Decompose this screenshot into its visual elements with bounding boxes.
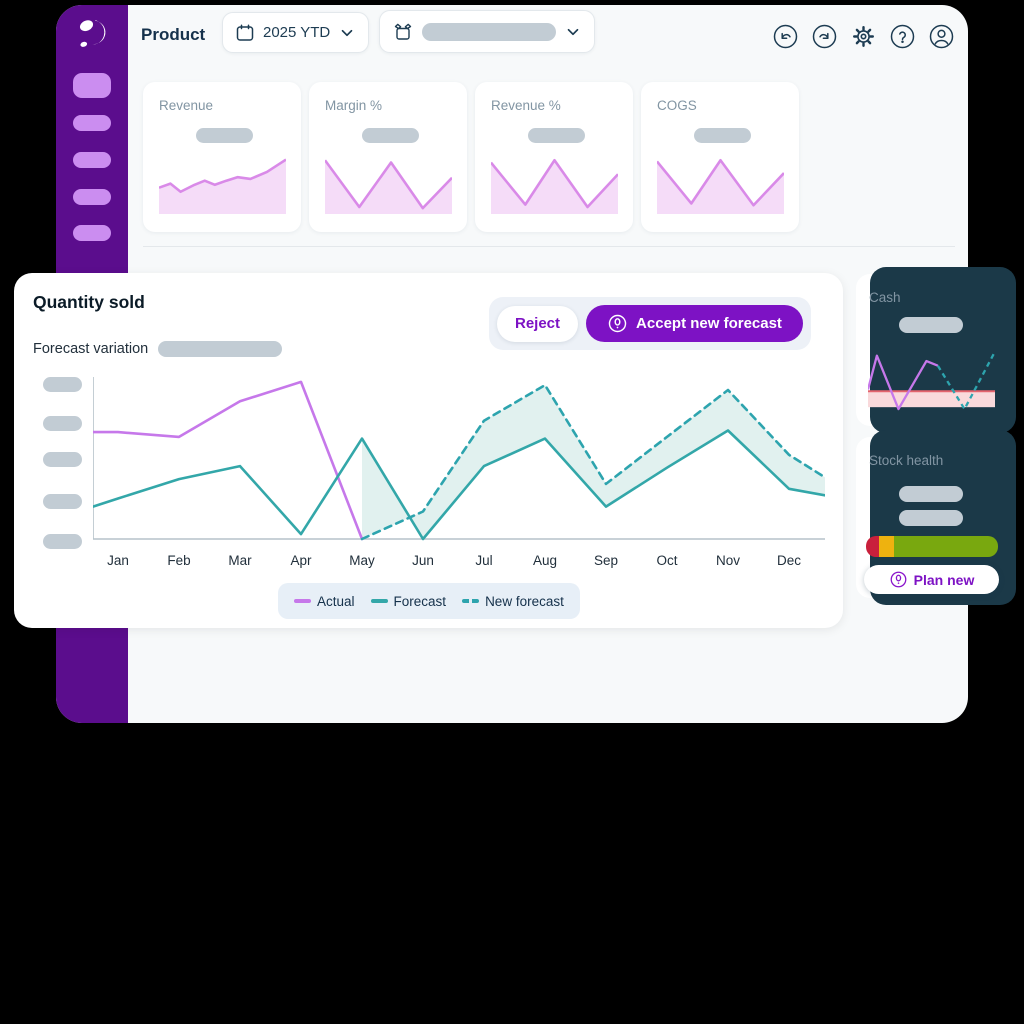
month-label: Dec	[776, 553, 801, 568]
legend-item-forecast: Forecast	[370, 593, 447, 609]
legend-item-actual: Actual	[294, 594, 355, 609]
kpi-title: Revenue	[159, 98, 214, 113]
page-title: Product	[141, 25, 206, 44]
accept-new-forecast-button[interactable]: Accept new forecast	[586, 305, 803, 342]
cash-card: Cash	[856, 267, 1016, 433]
stock-health-card: Stock health Plan new	[856, 430, 1016, 605]
sidebar-nav-item[interactable]	[73, 115, 111, 131]
stock-segment-critical	[866, 536, 880, 557]
month-label: Feb	[167, 553, 191, 568]
month-label: Aug	[532, 553, 558, 568]
y-tick-placeholder	[43, 534, 82, 549]
kpi-value-placeholder	[694, 128, 751, 143]
kpi-card-revenue: Revenue	[143, 82, 301, 232]
legend-item-new-forecast: New forecast	[462, 594, 564, 609]
kpi-card-margin: Margin %	[309, 82, 467, 232]
actual-swatch	[294, 599, 311, 603]
stock-segment-healthy	[893, 536, 998, 557]
cash-sparkline	[868, 344, 995, 411]
redo-icon[interactable]	[812, 24, 837, 49]
quantity-sold-chart	[93, 377, 825, 541]
reject-button[interactable]: Reject	[497, 305, 578, 342]
month-label: Jun	[412, 553, 434, 568]
kpi-value-placeholder	[362, 128, 419, 143]
plan-new-label: Plan new	[913, 571, 975, 588]
month-label: Oct	[656, 553, 678, 568]
month-label: May	[349, 553, 375, 568]
kpi-card-revenue-pct: Revenue %	[475, 82, 633, 232]
chevron-down-icon	[567, 28, 579, 35]
calendar-icon	[236, 23, 254, 41]
plan-new-button[interactable]: Plan new	[864, 565, 999, 594]
kpi-title: Margin %	[325, 98, 383, 113]
kpi-value-placeholder	[528, 128, 585, 143]
profile-icon[interactable]	[929, 24, 954, 49]
y-tick-placeholder	[43, 416, 82, 431]
y-tick-placeholder	[43, 452, 82, 467]
stock-health-bar	[866, 536, 998, 557]
legend-label: Actual	[317, 593, 355, 609]
stock-placeholder-2	[899, 510, 963, 526]
y-tick-placeholder	[43, 494, 82, 509]
cogs-sparkline	[657, 152, 784, 214]
forecast-variation-label: Forecast variation	[33, 341, 149, 357]
month-label: Sep	[593, 553, 619, 568]
sidebar-nav-item[interactable]	[73, 225, 111, 241]
stock-health-title: Stock health	[869, 453, 944, 468]
legend-label: New forecast	[485, 593, 564, 609]
product-select-placeholder	[422, 22, 556, 41]
stock-segment-warning	[879, 536, 894, 557]
forecast-swatch	[370, 599, 388, 603]
kpi-value-placeholder	[196, 128, 253, 143]
brand-logo-icon	[79, 20, 106, 47]
kpi-row: Revenue Margin % Revenue % COGS	[143, 82, 799, 232]
toolbar	[773, 24, 954, 49]
month-label: Mar	[228, 553, 252, 568]
month-label: Nov	[715, 553, 740, 568]
quantity-sold-panel: Quantity sold Forecast variation Reject …	[9, 271, 843, 633]
chart-legend: Actual Forecast New forecast	[278, 583, 580, 619]
margin-sparkline	[325, 152, 452, 214]
revenue-pct-sparkline	[491, 152, 618, 214]
kpi-card-cogs: COGS	[641, 82, 799, 232]
forecast-actions: Reject Accept new forecast	[489, 297, 811, 350]
panel-title: Quantity sold	[33, 292, 145, 312]
legend-label: Forecast	[393, 593, 447, 609]
forecast-variation-row: Forecast variation	[33, 341, 283, 357]
section-divider	[143, 246, 955, 247]
box-icon	[394, 23, 412, 40]
x-axis-month-labels: Jan Feb Mar Apr May Jun Jul Aug Sep Oct Nov Dec	[93, 553, 825, 571]
stock-placeholder-1	[899, 486, 963, 502]
sidebar-nav-item[interactable]	[73, 73, 111, 98]
y-tick-placeholder	[43, 377, 82, 392]
cash-value-placeholder	[899, 317, 963, 333]
sidebar-nav-item[interactable]	[73, 189, 111, 205]
cash-title: Cash	[869, 290, 901, 305]
revenue-sparkline	[159, 152, 286, 214]
chevron-down-icon	[341, 29, 353, 36]
month-label: Jan	[107, 553, 129, 568]
settings-gear-icon[interactable]	[851, 24, 876, 49]
month-label: Apr	[290, 553, 312, 568]
sidebar-nav-item[interactable]	[73, 152, 111, 168]
month-label: Jul	[475, 553, 493, 568]
undo-icon[interactable]	[773, 24, 798, 49]
kpi-title: Revenue %	[491, 98, 561, 113]
product-select[interactable]	[379, 10, 595, 53]
forecast-variation-placeholder	[158, 341, 283, 357]
kpi-title: COGS	[657, 98, 697, 113]
accept-button-label: Accept new forecast	[636, 315, 782, 332]
alert-icon	[890, 571, 907, 588]
help-icon[interactable]	[890, 24, 915, 49]
new-forecast-swatch	[462, 599, 480, 603]
date-range-value: 2025 YTD	[263, 24, 331, 41]
alert-icon	[608, 314, 627, 333]
date-range-select[interactable]: 2025 YTD	[222, 12, 370, 53]
